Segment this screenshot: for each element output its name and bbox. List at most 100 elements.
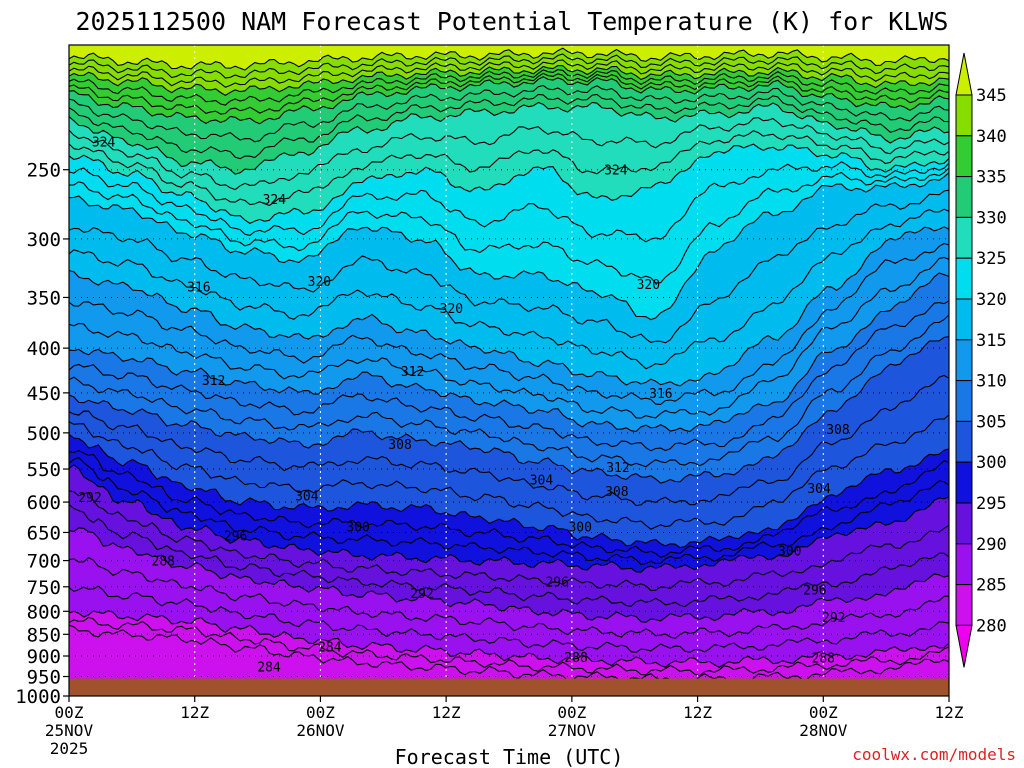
colorbar-label: 280	[976, 616, 1007, 636]
contour-label: 312	[401, 365, 424, 380]
contour-line	[69, 167, 949, 284]
colorbar: 345 340 335 330 325 320 315 310 305 300 295 290 285 2…	[955, 52, 1007, 668]
contour-label-text: 292	[410, 587, 433, 602]
contour-label: 300	[778, 545, 801, 560]
contour-line	[69, 76, 949, 125]
x-tick-label: 00Z	[557, 703, 586, 722]
chart-title: 2025112500 NAM Forecast Potential Temper…	[76, 7, 949, 36]
contour-label: 312	[202, 374, 225, 389]
contour-line	[69, 47, 949, 71]
contour-line	[69, 374, 949, 507]
colorbar-label: 345	[976, 86, 1007, 106]
y-tick-label-900: 900	[27, 646, 61, 668]
theta-contours	[69, 47, 949, 685]
y-tick-label-300: 300	[27, 229, 61, 251]
contour-label-text: 324	[92, 135, 116, 150]
colorbar-label: 295	[976, 494, 1007, 514]
contour-line	[69, 172, 949, 321]
colorbar-segment	[955, 94, 973, 137]
contour-label-text: 300	[568, 521, 591, 536]
contour-label: 320	[308, 275, 331, 290]
contour-line	[69, 490, 949, 592]
ground-below-surface	[69, 678, 949, 696]
colorbar-top-arrow	[955, 52, 973, 96]
colorbar-label: 325	[976, 249, 1007, 269]
contour-label: 304	[295, 490, 319, 505]
colorbar-segment	[955, 216, 973, 259]
contour-line	[69, 226, 949, 387]
contour-label-text: 288	[812, 652, 835, 667]
contour-line	[69, 314, 949, 468]
colorbar-label: 290	[976, 535, 1007, 555]
colorbar-label: 340	[976, 127, 1007, 147]
contour-line	[69, 84, 949, 143]
contour-label: 320	[440, 302, 463, 317]
y-tick-label-800: 800	[27, 601, 61, 623]
contour-label-text: 292	[78, 491, 101, 506]
contour-label-text: 324	[604, 164, 628, 179]
contour-line	[69, 242, 949, 405]
contour-label-text: 308	[826, 423, 849, 438]
contour-line	[69, 53, 949, 79]
contour-line	[69, 456, 949, 566]
contour-label: 308	[605, 485, 628, 500]
contour-line	[69, 72, 949, 115]
contour-label-text: 304	[530, 473, 554, 488]
contour-line	[69, 189, 949, 344]
contour-label: 300	[346, 521, 369, 536]
contour-label: 284	[257, 660, 281, 675]
colorbar-label: 320	[976, 290, 1007, 310]
contour-label-text: 320	[308, 275, 331, 290]
y-tick-label-450: 450	[27, 383, 61, 405]
y-tick-label-250: 250	[27, 160, 61, 182]
contour-label-text: 284	[318, 641, 342, 656]
x-tick-label: 12Z	[935, 703, 964, 722]
contour-label: 292	[822, 611, 845, 626]
colorbar-label: 285	[976, 576, 1007, 596]
contour-label-text: 288	[564, 651, 587, 666]
colorbar-segment	[955, 420, 973, 463]
contour-line	[69, 504, 949, 608]
y-tick-label-850: 850	[27, 624, 61, 646]
contour-label-text: 324	[263, 193, 287, 208]
x-tick-date-label: 26NOV	[296, 721, 345, 740]
contour-label-text: 312	[202, 374, 225, 389]
contour-line	[69, 527, 949, 623]
plot-area: 324 324 324 320 320 320 316 316 312 312 312 308 308 3…	[69, 45, 949, 696]
contour-label-text: 312	[606, 461, 629, 476]
contour-line	[69, 143, 949, 225]
contour-label-text: 300	[346, 521, 369, 536]
x-tick-label: 12Z	[432, 703, 461, 722]
contour-line	[69, 585, 949, 653]
credit-text: coolwx.com/models	[852, 745, 1016, 764]
contour-label: 284	[318, 641, 342, 656]
y-tick-label-550: 550	[27, 459, 61, 481]
theta-bands	[69, 45, 949, 696]
contour-label-text: 296	[545, 576, 568, 591]
contour-line	[69, 449, 949, 559]
contour-label: 296	[545, 576, 568, 591]
x-tick-label: 00Z	[55, 703, 84, 722]
contour-label-text: 308	[605, 485, 628, 500]
contour-label: 300	[568, 521, 591, 536]
contour-line	[69, 616, 949, 677]
colorbar-label: 335	[976, 168, 1007, 188]
contour-label: 308	[388, 438, 411, 453]
contour-label-text: 320	[440, 302, 463, 317]
y-tick-label-650: 650	[27, 522, 61, 544]
colorbar-label: 305	[976, 412, 1007, 432]
contour-label: 320	[637, 278, 660, 293]
x-tick-year-label: 2025	[50, 739, 89, 758]
x-tick-date-label: 25NOV	[45, 721, 94, 740]
colorbar-segment	[955, 135, 973, 178]
contour-line	[69, 208, 949, 370]
x-tick-label: 00Z	[306, 703, 335, 722]
grid-lines	[69, 45, 949, 696]
colorbar-segment	[955, 298, 973, 341]
x-tick-date-label: 27NOV	[548, 721, 597, 740]
contour-label: 312	[606, 461, 629, 476]
contour-line	[69, 610, 949, 669]
band-theta_285K	[69, 610, 949, 696]
contour-label: 308	[826, 423, 849, 438]
contour-label-text: 316	[187, 280, 210, 295]
